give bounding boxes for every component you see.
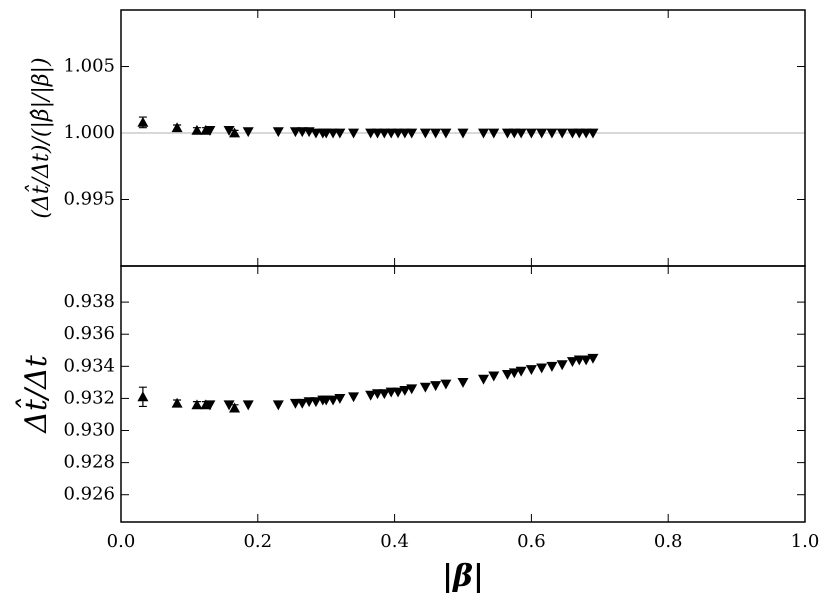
data-point: [430, 128, 442, 139]
data-point: [440, 128, 452, 139]
data-point: [508, 368, 520, 379]
y-tick-label: 0.932: [63, 387, 115, 408]
data-point: [536, 128, 548, 139]
data-point: [242, 400, 254, 411]
data-point: [525, 365, 537, 376]
data-point: [223, 400, 235, 411]
data-point: [348, 392, 360, 403]
y-tick-label: 0.930: [63, 420, 115, 441]
data-point: [334, 394, 346, 404]
data-point: [229, 402, 241, 413]
y-tick-label: 0.934: [63, 355, 115, 376]
data-point: [296, 398, 308, 409]
data-point: [587, 128, 599, 139]
data-point: [334, 128, 346, 139]
y-axis-label: (Δt̂/Δt)/(|β̂|/|β|): [25, 57, 54, 218]
data-point: [191, 124, 203, 135]
data-point: [272, 127, 284, 138]
data-point: [327, 395, 339, 406]
data-point: [191, 399, 203, 410]
data-point: [378, 389, 390, 400]
data-point: [406, 384, 418, 395]
x-axis-label: |β|: [442, 559, 484, 594]
x-tick-label: 1.0: [791, 531, 820, 552]
data-point: [310, 397, 322, 408]
data-point: [515, 366, 527, 377]
data-point: [137, 391, 149, 402]
data-point: [204, 400, 216, 411]
data-point: [365, 390, 377, 401]
data-point: [525, 128, 537, 139]
data-point: [399, 385, 411, 396]
data-point: [457, 128, 469, 139]
data-point: [419, 382, 431, 393]
data-point: [587, 353, 599, 364]
y-tick-label: 0.926: [63, 484, 115, 505]
data-point: [171, 397, 183, 408]
y-axis-label: Δt̂/Δt: [15, 354, 54, 433]
x-tick-label: 0.8: [654, 531, 683, 552]
x-tick-label: 0.6: [517, 531, 546, 552]
data-point: [171, 122, 183, 133]
data-point: [137, 116, 149, 127]
data-point: [242, 127, 254, 138]
y-tick-label: 0.995: [63, 189, 115, 210]
y-tick-label: 0.936: [63, 323, 115, 344]
y-tick-label: 0.938: [63, 291, 115, 312]
data-point: [556, 360, 568, 371]
data-point: [515, 128, 527, 139]
data-point: [478, 128, 490, 139]
y-tick-label: 1.000: [63, 122, 115, 143]
data-point: [478, 374, 490, 385]
data-point: [556, 128, 568, 139]
y-tick-label: 1.005: [63, 56, 115, 77]
data-point: [430, 381, 442, 392]
data-point: [546, 361, 558, 372]
data-point: [419, 128, 431, 139]
data-point: [566, 357, 578, 367]
data-point: [488, 371, 500, 382]
data-point: [536, 363, 548, 374]
data-point: [406, 128, 418, 139]
data-point: [348, 128, 360, 139]
data-point: [501, 369, 513, 380]
data-point: [440, 379, 452, 390]
data-point: [272, 400, 284, 411]
data-point: [457, 377, 469, 388]
y-tick-label: 0.928: [63, 452, 115, 473]
plot-frame: [120, 265, 806, 523]
data-point: [488, 128, 500, 139]
data-point: [392, 387, 404, 398]
data-point: [204, 125, 216, 136]
data-point: [580, 355, 592, 366]
data-point: [546, 128, 558, 139]
data-point: [229, 127, 241, 138]
x-tick-label: 0.2: [243, 531, 272, 552]
x-tick-label: 0.0: [107, 531, 136, 552]
x-tick-label: 0.4: [380, 531, 409, 552]
data-point: [223, 125, 235, 136]
